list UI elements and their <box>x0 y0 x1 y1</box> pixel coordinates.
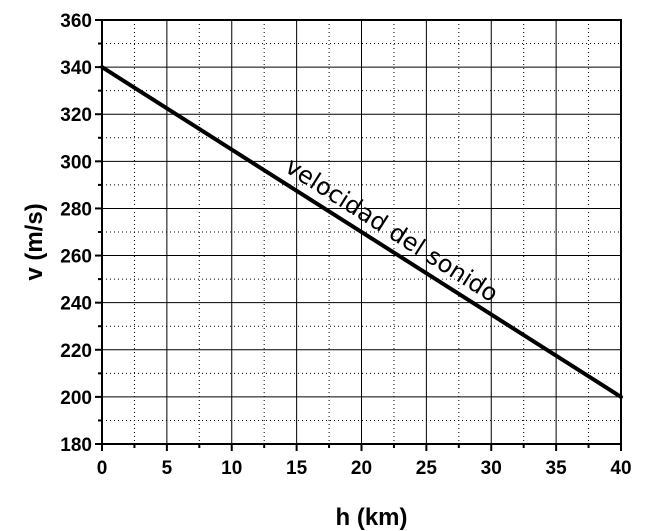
series-line <box>100 65 623 399</box>
x-tick-label: 30 <box>481 458 502 479</box>
y-tick-label: 200 <box>60 388 92 409</box>
x-tick-labels: 0 5 10 15 20 25 30 35 40 <box>97 458 632 479</box>
y-tick-label: 220 <box>60 341 92 362</box>
x-axis-label: h (km) <box>336 504 408 531</box>
x-tick-label: 10 <box>221 458 242 479</box>
y-tick-label: 280 <box>60 199 92 220</box>
y-tick-label: 240 <box>60 294 92 315</box>
y-tick-label: 180 <box>60 435 92 456</box>
y-tick-label: 320 <box>60 105 92 126</box>
x-tick-label: 0 <box>97 458 108 479</box>
x-tick-label: 25 <box>416 458 438 479</box>
y-tick-label: 360 <box>60 11 92 32</box>
y-tick-label: 340 <box>60 58 92 79</box>
y-tick-label: 300 <box>60 152 92 173</box>
x-tick-label: 5 <box>162 458 173 479</box>
y-axis-label: v (m/s) <box>21 203 48 280</box>
series-layer <box>100 65 623 399</box>
x-tick-label: 15 <box>286 458 308 479</box>
plot-frame <box>101 19 622 445</box>
tick-marks <box>95 19 622 451</box>
x-tick-label: 35 <box>546 458 568 479</box>
x-tick-label: 40 <box>610 458 631 479</box>
x-tick-label: 20 <box>351 458 372 479</box>
y-tick-labels: 180 200 220 240 260 280 300 320 340 360 <box>60 11 92 456</box>
series-annotation: velocidad del sonido <box>280 152 503 308</box>
y-tick-label: 260 <box>60 247 92 268</box>
